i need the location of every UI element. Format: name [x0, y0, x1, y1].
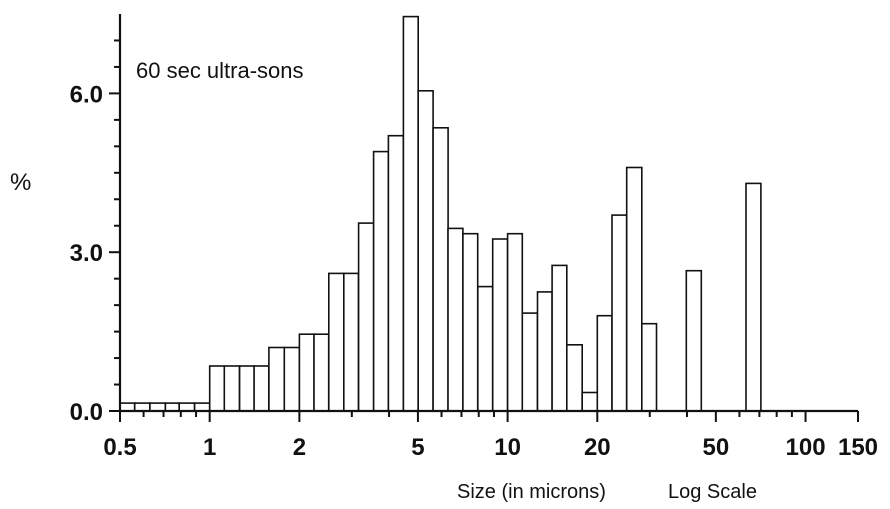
histogram-bar	[402, 15, 419, 412]
histogram-bar	[506, 232, 524, 412]
bars-group	[119, 15, 762, 412]
x-tick-label: 100	[786, 434, 826, 461]
histogram-bar	[119, 402, 136, 412]
y-tick-label: 0.0	[70, 399, 103, 426]
histogram-bar	[357, 222, 375, 412]
histogram-bar	[491, 238, 509, 412]
histogram-bar	[745, 182, 762, 412]
histogram-bar	[342, 272, 360, 412]
y-tick-label: 3.0	[70, 240, 103, 267]
y-axis-label: %	[10, 169, 31, 196]
histogram-bar	[565, 343, 583, 412]
x-axis-label: Size (in microns)	[457, 481, 606, 503]
histogram-bar	[417, 90, 434, 412]
x-scale-label: Log Scale	[668, 481, 757, 503]
histogram-bar	[432, 127, 449, 412]
histogram-bar	[298, 333, 315, 412]
histogram-bar	[596, 314, 613, 412]
chart-annotation: 60 sec ultra-sons	[136, 58, 304, 83]
x-tick-label: 5	[411, 434, 424, 461]
x-tick-label: 20	[584, 434, 611, 461]
histogram-bar	[178, 402, 196, 412]
x-tick-label: 50	[703, 434, 730, 461]
histogram-bar	[551, 264, 568, 412]
y-ticks-group: 0.0 3.0 6.0	[70, 39, 120, 426]
histogram-bar	[238, 365, 256, 412]
histogram-bar	[581, 391, 599, 412]
histogram-bar	[327, 272, 345, 412]
histogram-bar	[640, 322, 658, 412]
x-tick-label: 2	[293, 434, 306, 461]
histogram-bar	[521, 312, 539, 412]
x-tick-label: 10	[494, 434, 521, 461]
histogram-bar	[462, 232, 479, 412]
histogram-bar	[193, 402, 211, 412]
histogram-bar	[149, 402, 167, 412]
x-tick-label: 1	[203, 434, 216, 461]
histogram-bar	[223, 365, 241, 412]
histogram-bar	[133, 402, 151, 412]
histogram-bar	[208, 365, 226, 412]
histogram-bar	[268, 346, 286, 412]
y-tick-label: 6.0	[70, 81, 103, 108]
histogram-bar	[164, 402, 180, 412]
histogram-bar	[253, 365, 270, 412]
x-ticks-group: 0.5 1 2 5 10 20 50 100 150	[103, 411, 878, 461]
histogram-bar	[611, 214, 628, 412]
x-tick-label: 150	[838, 434, 878, 461]
histogram-bar	[685, 269, 703, 412]
histogram-bar	[313, 333, 330, 412]
histogram-bar	[476, 285, 494, 412]
histogram-bar	[283, 346, 301, 412]
histogram-bar	[447, 227, 464, 412]
x-tick-label: 0.5	[103, 434, 136, 461]
histogram-bar	[536, 291, 553, 412]
histogram-bar	[387, 134, 405, 412]
histogram-bar	[625, 166, 643, 412]
histogram-bar	[372, 150, 390, 412]
